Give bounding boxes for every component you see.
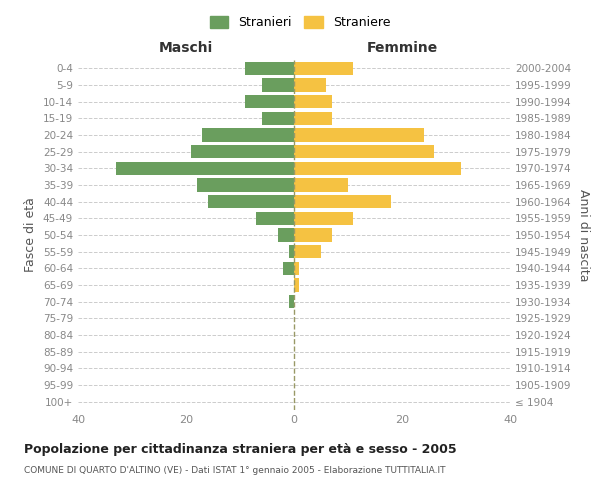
Bar — [294, 78, 326, 92]
Bar — [294, 145, 434, 158]
Bar — [294, 212, 353, 225]
Bar — [289, 295, 294, 308]
Bar — [294, 245, 321, 258]
Bar — [256, 212, 294, 225]
Text: COMUNE DI QUARTO D'ALTINO (VE) - Dati ISTAT 1° gennaio 2005 - Elaborazione TUTTI: COMUNE DI QUARTO D'ALTINO (VE) - Dati IS… — [24, 466, 445, 475]
Bar — [289, 245, 294, 258]
Text: Maschi: Maschi — [159, 41, 213, 55]
Bar — [294, 112, 332, 125]
Bar — [294, 178, 348, 192]
Bar — [294, 62, 353, 75]
Bar — [245, 95, 294, 108]
Text: Popolazione per cittadinanza straniera per età e sesso - 2005: Popolazione per cittadinanza straniera p… — [24, 442, 457, 456]
Bar — [294, 262, 299, 275]
Bar — [294, 195, 391, 208]
Bar — [202, 128, 294, 141]
Y-axis label: Fasce di età: Fasce di età — [25, 198, 37, 272]
Bar — [262, 112, 294, 125]
Bar — [283, 262, 294, 275]
Legend: Stranieri, Straniere: Stranieri, Straniere — [205, 11, 395, 34]
Bar — [294, 278, 299, 291]
Bar — [197, 178, 294, 192]
Bar — [208, 195, 294, 208]
Bar — [294, 95, 332, 108]
Bar — [294, 162, 461, 175]
Bar — [294, 128, 424, 141]
Y-axis label: Anni di nascita: Anni di nascita — [577, 188, 590, 281]
Bar — [294, 228, 332, 241]
Bar — [116, 162, 294, 175]
Bar — [245, 62, 294, 75]
Bar — [191, 145, 294, 158]
Bar — [278, 228, 294, 241]
Bar — [262, 78, 294, 92]
Text: Femmine: Femmine — [367, 41, 437, 55]
